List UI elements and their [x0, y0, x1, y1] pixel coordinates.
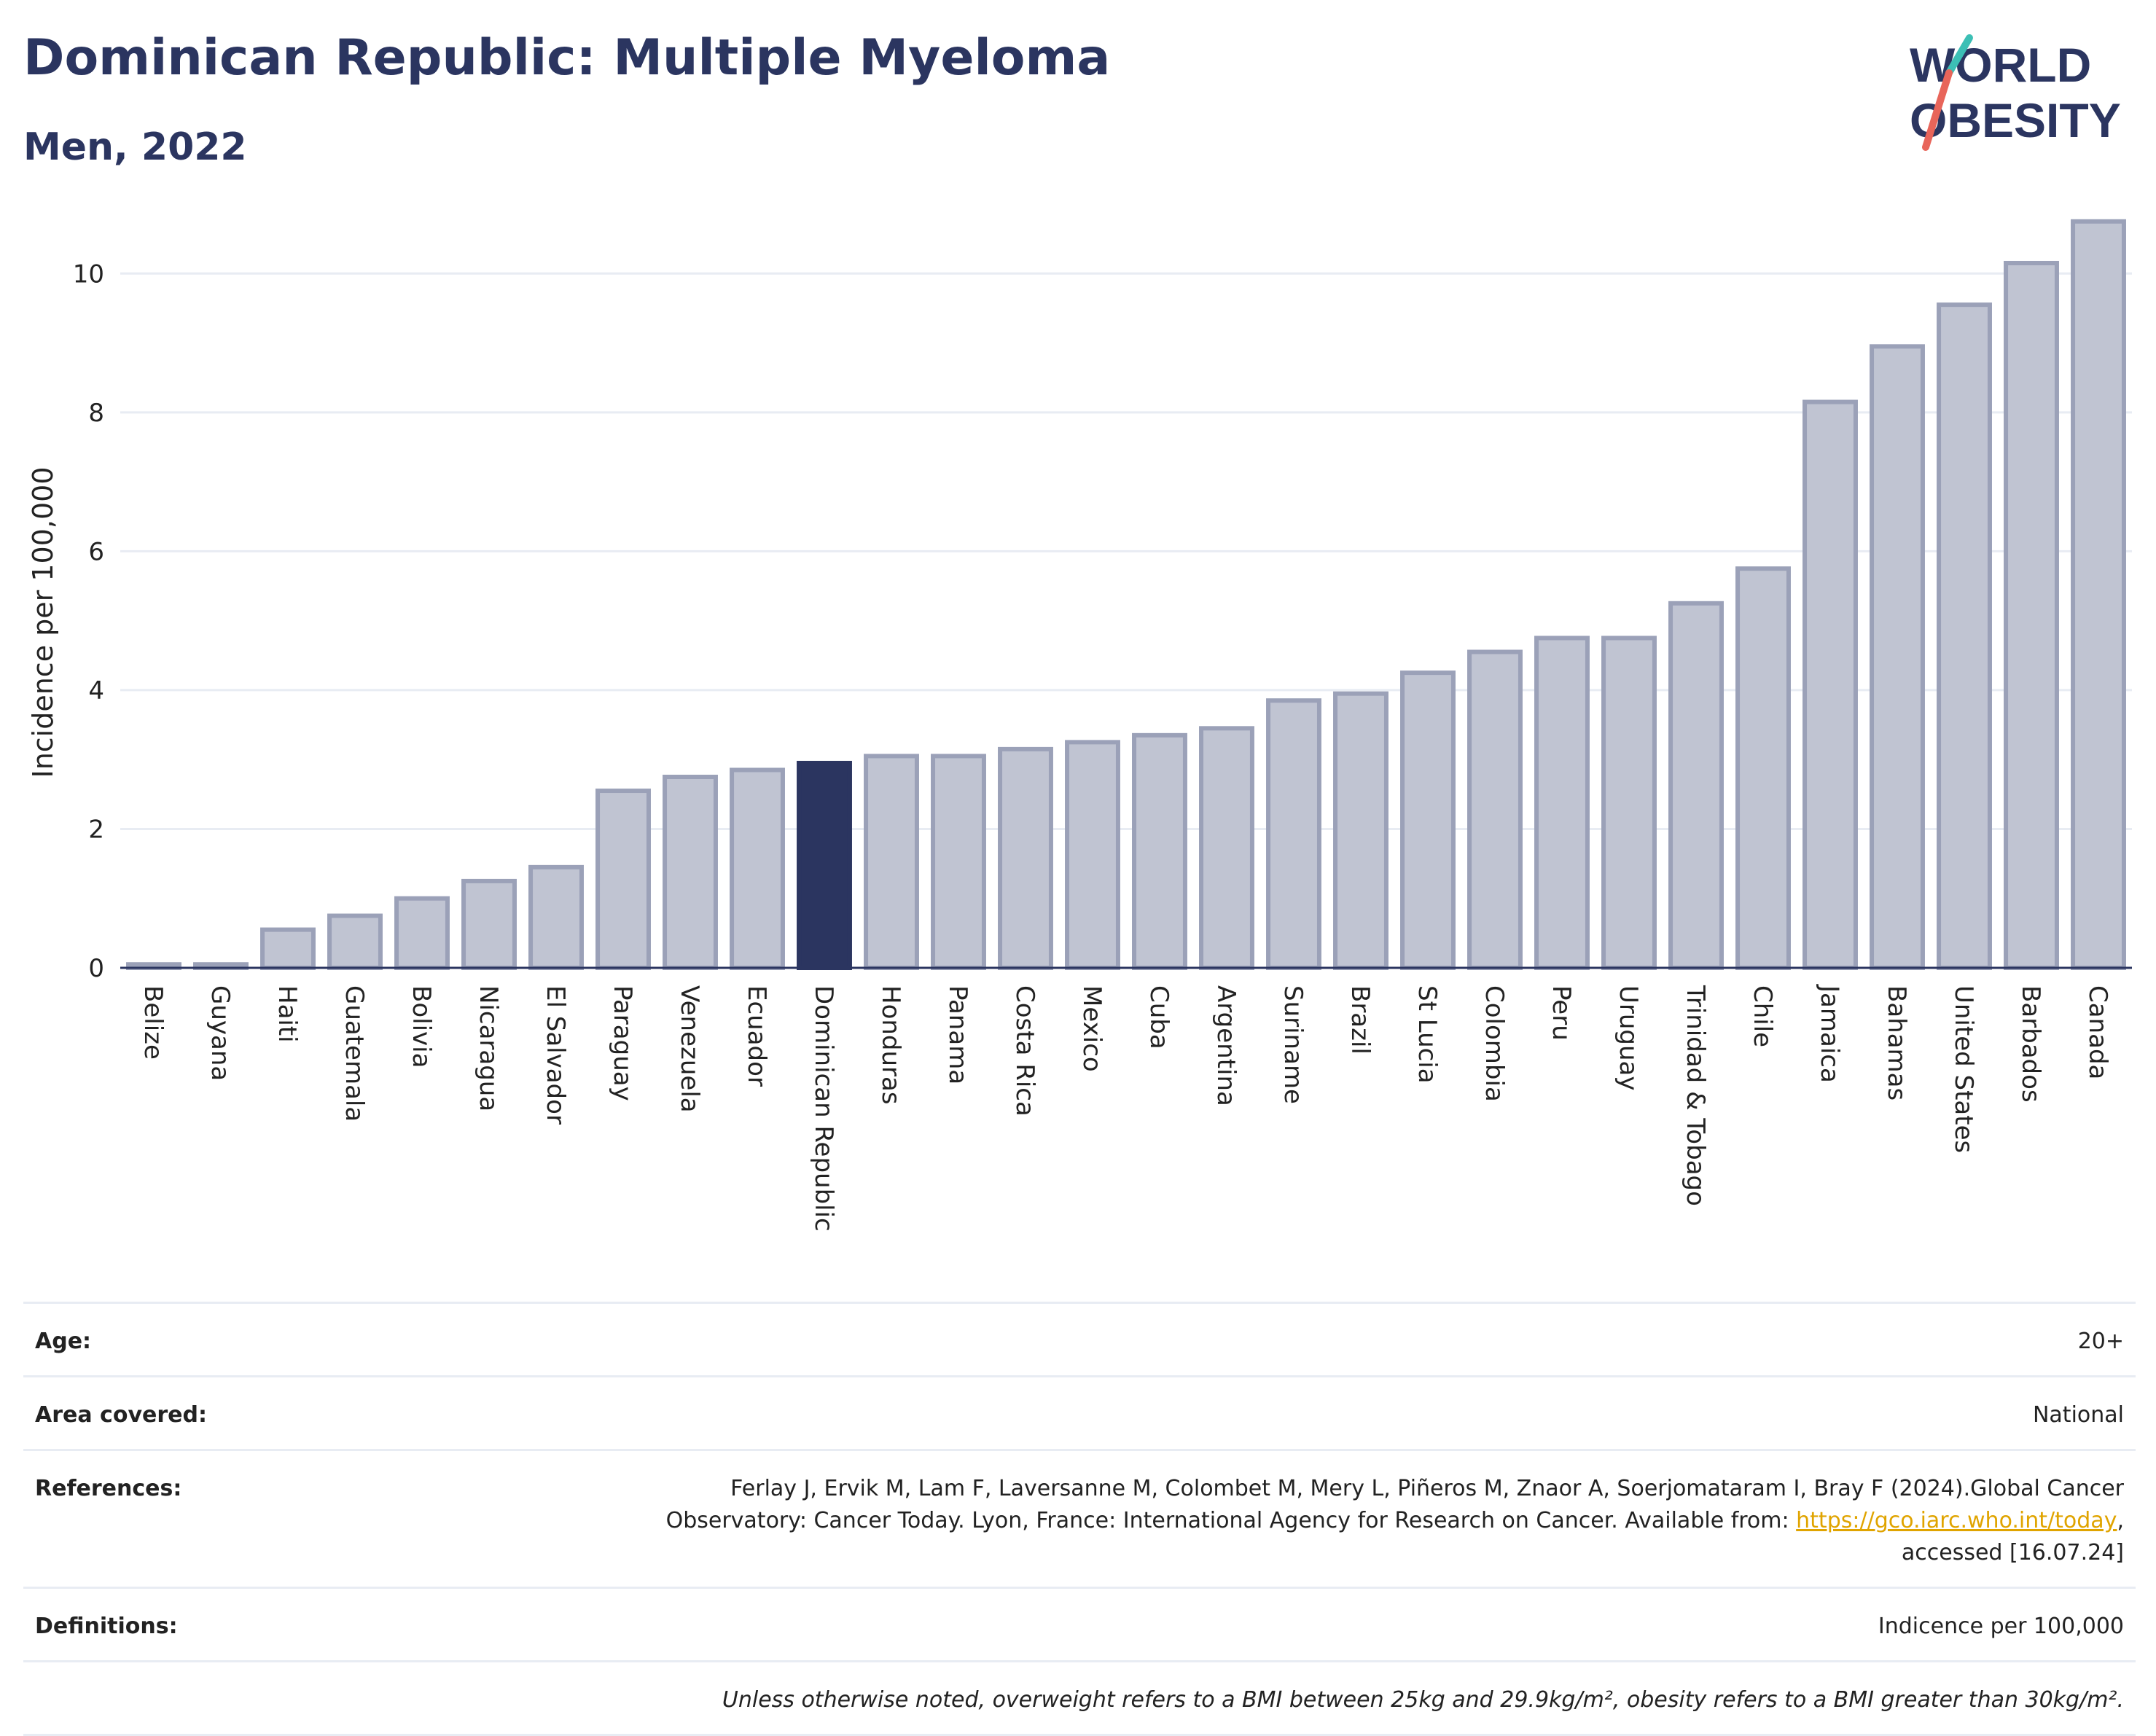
area-value: National	[2032, 1402, 2124, 1428]
x-tick-label: Bahamas	[1882, 985, 1911, 1100]
definitions-value: Indicence per 100,000	[1878, 1614, 2124, 1639]
meta-row-area: Area covered: National	[23, 1375, 2136, 1449]
references-text-3: ,	[2117, 1508, 2124, 1533]
world-obesity-logo: WORLD OBESITY	[1910, 34, 2121, 151]
x-tick-label: Mexico	[1077, 985, 1106, 1072]
bar	[1870, 344, 1925, 970]
x-tick-label: United States	[1949, 985, 1978, 1153]
bar	[730, 767, 785, 971]
x-tick-label: Suriname	[1278, 985, 1308, 1104]
area-label: Area covered:	[35, 1402, 207, 1428]
x-tick-label: Uruguay	[1614, 985, 1643, 1091]
x-tick-label: Venezuela	[675, 985, 704, 1113]
bar	[1601, 636, 1657, 970]
bar	[595, 789, 651, 971]
bar	[1132, 732, 1187, 970]
x-tick-label: Argentina	[1211, 985, 1241, 1106]
bar	[1735, 566, 1791, 970]
x-tick-label: Barbados	[2016, 985, 2045, 1103]
y-tick-label: 4	[88, 676, 104, 705]
meta-row-references: References: Ferlay J, Ervik M, Lam F, La…	[23, 1449, 2136, 1587]
bar	[1400, 670, 1456, 970]
svg-text:OBESITY: OBESITY	[1910, 93, 2121, 147]
references-label: References:	[35, 1476, 182, 1501]
x-tick-label: Paraguay	[608, 985, 637, 1101]
definitions-label: Definitions:	[35, 1614, 178, 1639]
y-tick-label: 10	[73, 259, 104, 289]
references-text-4: accessed [16.07.24]	[1901, 1540, 2124, 1565]
bar	[1534, 636, 1590, 970]
x-tick-label: St Lucia	[1413, 985, 1442, 1084]
bar	[1668, 601, 1724, 970]
bar-chart: 0 2 4 6 8 10 Incidence per 100,000 Belize Guyana…	[27, 219, 2132, 1232]
bar	[1333, 691, 1388, 970]
bar	[797, 760, 852, 970]
bar	[864, 754, 919, 971]
meta-row-note: Unless otherwise noted, overweight refer…	[23, 1660, 2136, 1736]
x-tick-label: Jamaica	[1815, 984, 1844, 1083]
x-tick-label: Honduras	[876, 985, 905, 1105]
y-axis-label: Incidence per 100,000	[27, 466, 59, 778]
references-text-1: Ferlay J, Ervik M, Lam F, Laversanne M, …	[730, 1476, 2124, 1501]
bar	[1937, 302, 1992, 970]
age-label: Age:	[35, 1329, 92, 1354]
x-tick-label: Colombia	[1480, 985, 1509, 1102]
page-subtitle: Men, 2022	[23, 125, 247, 169]
x-tick-label: Trinidad & Tobago	[1681, 985, 1710, 1206]
references-text-2: Observatory: Cancer Today. Lyon, France:…	[665, 1508, 1797, 1533]
bar	[663, 775, 718, 970]
x-tick-label: Dominican Republic	[809, 985, 838, 1232]
meta-row-definitions: Definitions: Indicence per 100,000	[23, 1587, 2136, 1660]
bar	[1199, 726, 1254, 970]
bmi-note: Unless otherwise noted, overweight refer…	[722, 1687, 2124, 1713]
x-tick-label: Guyana	[206, 985, 235, 1081]
page-title: Dominican Republic: Multiple Myeloma	[23, 29, 1111, 87]
bar	[327, 913, 383, 970]
bar	[1065, 740, 1120, 970]
bar	[1467, 649, 1523, 970]
bar	[1266, 698, 1321, 970]
x-tick-label: Cuba	[1144, 985, 1173, 1049]
references-value: Ferlay J, Ervik M, Lam F, Laversanne M, …	[341, 1473, 2124, 1569]
bar	[528, 864, 584, 970]
x-tick-label: Guatemala	[340, 985, 369, 1122]
x-tick-label: Panama	[943, 985, 972, 1084]
x-tick-label: Brazil	[1345, 985, 1375, 1055]
x-tick-label: Nicaragua	[474, 985, 503, 1111]
bar	[931, 754, 986, 971]
x-tick-label: Haiti	[273, 985, 302, 1043]
metadata-table: Age: 20+ Area covered: National Referenc…	[23, 1302, 2136, 1736]
x-tick-label: El Salvador	[541, 985, 570, 1125]
x-tick-label: Canada	[2083, 985, 2112, 1079]
x-tick-label: Bolivia	[407, 985, 436, 1068]
bar	[998, 746, 1053, 970]
x-tick-label: Peru	[1547, 985, 1576, 1041]
svg-text:WORLD: WORLD	[1910, 38, 2091, 92]
meta-row-age: Age: 20+	[23, 1302, 2136, 1375]
age-value: 20+	[2077, 1329, 2124, 1354]
x-tick-label: Belize	[138, 985, 168, 1060]
bar	[2071, 219, 2126, 970]
bar	[461, 878, 517, 970]
x-tick-label: Costa Rica	[1010, 985, 1039, 1117]
y-tick-label: 2	[88, 815, 104, 844]
y-tick-label: 0	[88, 954, 104, 983]
y-tick-label: 6	[88, 537, 104, 566]
x-tick-label: Ecuador	[742, 985, 771, 1087]
bar	[394, 896, 450, 971]
bar	[2004, 260, 2059, 970]
bar	[260, 927, 316, 970]
x-tick-label: Chile	[1748, 985, 1777, 1047]
y-tick-label: 8	[88, 399, 104, 428]
bar	[1802, 399, 1858, 970]
references-link[interactable]: https://gco.iarc.who.int/today	[1796, 1508, 2117, 1533]
